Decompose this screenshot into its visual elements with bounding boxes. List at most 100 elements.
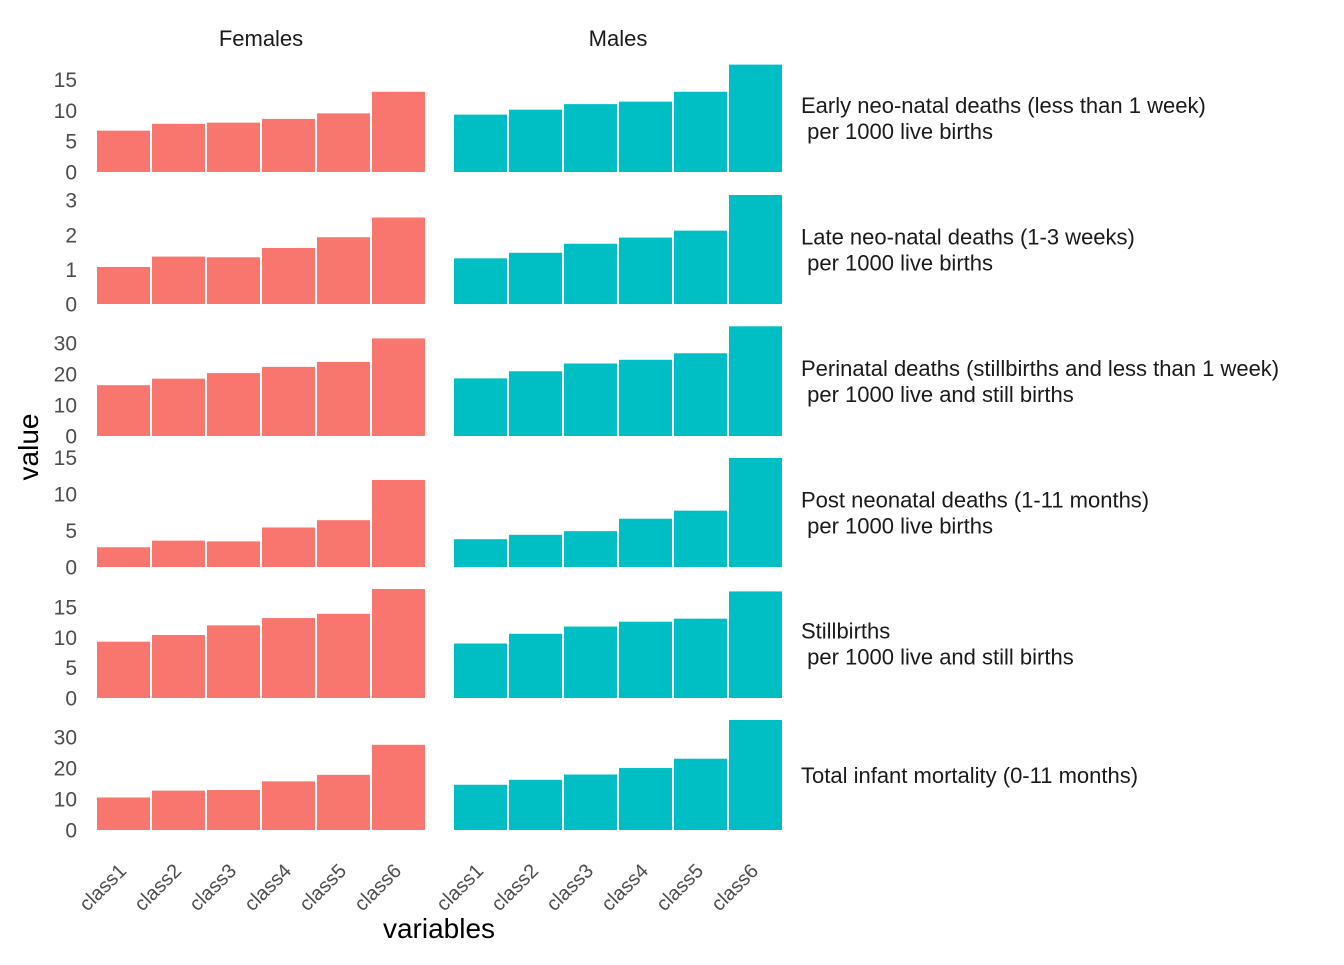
bar-males-class6 [729,458,782,567]
row-strip-label-line: Post neonatal deaths (1-11 months) [801,488,1149,513]
bar-females-class3 [207,122,260,172]
y-tick-label: 0 [65,688,77,711]
bar-females-class4 [262,247,315,304]
x-tick-label: class1 [75,860,131,916]
bar-males-class3 [564,104,617,172]
bar-females-class3 [207,625,260,698]
x-tick-label: class4 [597,860,653,916]
bar-males-class1 [454,643,507,698]
bar-males-class2 [509,109,562,172]
bar-females-class4 [262,118,315,172]
row-strip-label: Perinatal deaths (stillbirths and less t… [801,356,1279,407]
row-strip-label-line: Early neo-natal deaths (less than 1 week… [801,93,1206,118]
bar-females-class5 [317,774,370,830]
bar-males-class4 [619,621,672,698]
row-strip-label-line: Late neo-natal deaths (1-3 weeks) [801,225,1135,250]
y-tick-label: 20 [54,758,77,781]
row-strip-label: Total infant mortality (0-11 months) [801,763,1138,788]
bar-males-class1 [454,784,507,830]
row-strip-label-line: per 1000 live and still births [801,382,1074,407]
facet-title-males: Males [589,26,648,51]
bar-males-class3 [564,774,617,830]
bar-males-class6 [729,591,782,698]
row-strip-label-line: per 1000 live and still births [801,645,1074,670]
x-tick-label: class2 [487,860,543,916]
bar-females-class5 [317,113,370,172]
y-tick-label: 1 [65,259,77,282]
bar-males-class2 [509,633,562,698]
y-tick-label: 5 [65,520,77,543]
bar-females-class1 [97,385,150,436]
bar-males-class1 [454,114,507,172]
y-tick-label: 15 [54,69,77,92]
bar-females-class2 [152,635,205,698]
bar-males-class2 [509,534,562,567]
bar-females-class1 [97,547,150,567]
x-tick-label: class6 [350,860,406,916]
bar-males-class2 [509,779,562,830]
bar-males-class4 [619,359,672,436]
x-tick-label: class5 [652,860,708,916]
bar-females-class4 [262,527,315,567]
bar-females-class5 [317,237,370,304]
bar-females-class1 [97,130,150,172]
bar-males-class1 [454,258,507,304]
y-tick-label: 0 [65,294,77,317]
bar-males-class4 [619,518,672,567]
row-strip-label-line: per 1000 live births [801,514,993,539]
x-tick-label: class5 [295,860,351,916]
y-tick-label: 0 [65,162,77,185]
row-strip-label: Stillbirths per 1000 live and still birt… [801,619,1074,670]
y-tick-label: 30 [54,727,77,750]
bar-females-class1 [97,641,150,698]
y-tick-label: 3 [65,190,77,213]
row-strip-label-line: Total infant mortality (0-11 months) [801,763,1138,788]
bar-females-class6 [372,217,425,304]
y-tick-label: 10 [54,100,77,123]
y-tick-label: 15 [54,597,77,620]
y-tick-label: 0 [65,557,77,580]
x-axis-title: variables [383,913,495,944]
bar-females-class5 [317,361,370,436]
y-axis-title: value [13,414,44,481]
y-tick-label: 5 [65,131,77,154]
x-tick-label: class3 [185,860,241,916]
row-strip-label: Post neonatal deaths (1-11 months) per 1… [801,488,1149,539]
y-tick-label: 20 [54,364,77,387]
bar-females-class5 [317,613,370,698]
bar-females-class2 [152,123,205,172]
bar-females-class6 [372,479,425,567]
bar-females-class6 [372,589,425,698]
bar-males-class5 [674,230,727,304]
x-tick-label: class2 [130,860,186,916]
row-strip-label: Early neo-natal deaths (less than 1 week… [801,93,1206,144]
bar-males-class5 [674,758,727,830]
bar-males-class6 [729,326,782,436]
row-strip-label-line: Perinatal deaths (stillbirths and less t… [801,356,1279,381]
y-tick-label: 15 [54,447,77,470]
bar-males-class4 [619,768,672,830]
bar-females-class3 [207,541,260,567]
row-strip-label-line: per 1000 live births [801,251,993,276]
bar-females-class1 [97,266,150,304]
bar-females-class6 [372,338,425,436]
bar-females-class3 [207,790,260,830]
bar-females-class2 [152,378,205,436]
bar-females-class4 [262,366,315,436]
row-strip-label: Late neo-natal deaths (1-3 weeks) per 10… [801,225,1135,276]
x-tick-label: class3 [542,860,598,916]
bar-females-class2 [152,540,205,567]
bar-males-class5 [674,510,727,567]
bar-males-class6 [729,720,782,830]
bar-females-class6 [372,744,425,830]
y-tick-label: 5 [65,657,77,680]
bar-males-class3 [564,363,617,436]
bar-males-class3 [564,626,617,698]
bar-females-class5 [317,520,370,567]
x-tick-label: class4 [240,860,296,916]
x-tick-label: class6 [707,860,763,916]
bar-females-class1 [97,797,150,830]
bar-females-class2 [152,256,205,304]
bar-males-class3 [564,531,617,567]
